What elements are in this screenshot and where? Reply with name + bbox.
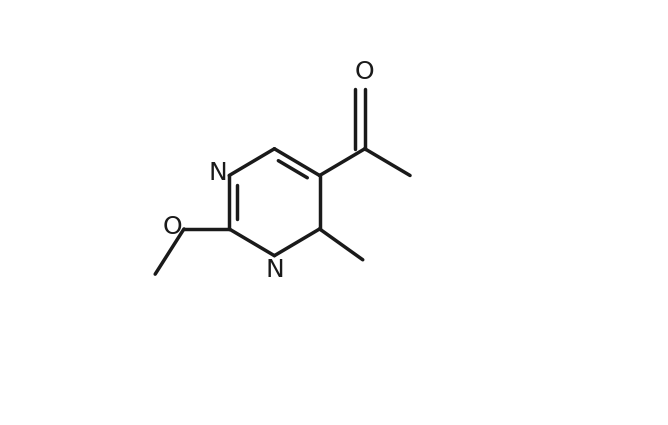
Text: N: N <box>265 258 284 282</box>
Text: O: O <box>355 60 375 84</box>
Text: N: N <box>208 162 227 185</box>
Text: O: O <box>162 215 182 239</box>
